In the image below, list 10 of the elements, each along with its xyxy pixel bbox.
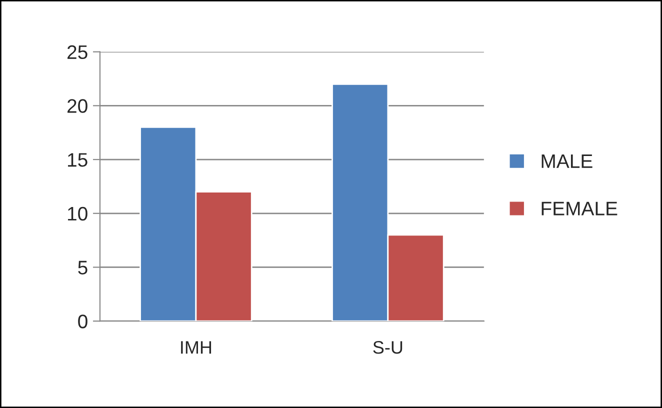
y-tick-label: 0	[78, 314, 88, 328]
y-tick-label: 5	[78, 260, 88, 274]
x-tick-label: IMH	[181, 341, 212, 354]
legend-label: FEMALE	[542, 202, 618, 216]
legend-label: MALE	[542, 154, 592, 168]
y-tick-label: 10	[68, 206, 88, 221]
y-tick-label: 20	[68, 99, 88, 113]
y-tick-label: 25	[68, 45, 88, 60]
y-tick-label: 15	[68, 153, 88, 167]
x-tick-label: S-U	[373, 341, 402, 354]
